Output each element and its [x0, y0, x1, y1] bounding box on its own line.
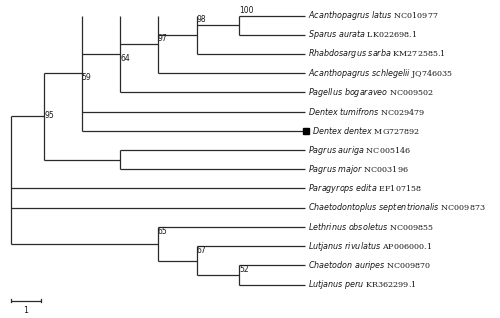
Text: 97: 97 — [158, 34, 168, 43]
Text: $\it{Lethrinus\ obsoletus}$ NC009855: $\it{Lethrinus\ obsoletus}$ NC009855 — [308, 221, 434, 232]
Text: 65: 65 — [158, 226, 168, 236]
Text: 67: 67 — [197, 246, 206, 255]
Text: $\it{Paragyrops\ edita}$ EF107158: $\it{Paragyrops\ edita}$ EF107158 — [308, 182, 422, 195]
Text: 98: 98 — [197, 15, 206, 24]
Text: 64: 64 — [120, 54, 130, 63]
Text: $\it{Chaetodontoplus\ septentrionalis}$ NC009873: $\it{Chaetodontoplus\ septentrionalis}$ … — [308, 201, 486, 214]
Text: 100: 100 — [239, 6, 254, 15]
Text: $\it{Pagrus\ auriga}$ NC005146: $\it{Pagrus\ auriga}$ NC005146 — [308, 143, 412, 156]
Text: $\it{Acanthopagrus\ schlegelii}$ JQ746035: $\it{Acanthopagrus\ schlegelii}$ JQ74603… — [308, 67, 454, 80]
Text: $\it{Chaetodon\ auripes}$ NC009870: $\it{Chaetodon\ auripes}$ NC009870 — [308, 259, 432, 272]
Text: 59: 59 — [82, 73, 92, 82]
Text: $\it{Pagellus\ bogaraveo}$ NC009502: $\it{Pagellus\ bogaraveo}$ NC009502 — [308, 86, 434, 99]
Text: 52: 52 — [239, 265, 248, 274]
Text: $\it{Dentex\ dentex}$ MG727892: $\it{Dentex\ dentex}$ MG727892 — [312, 125, 420, 136]
Text: $\it{Pagrus\ major}$ NC003196: $\it{Pagrus\ major}$ NC003196 — [308, 163, 409, 176]
Text: $\it{Lutjanus\ peru}$ KR362299.1: $\it{Lutjanus\ peru}$ KR362299.1 — [308, 278, 417, 291]
Text: $\it{Dentex\ tumifrons}$ NC029479: $\it{Dentex\ tumifrons}$ NC029479 — [308, 106, 426, 117]
Text: 95: 95 — [44, 111, 54, 120]
Text: $\it{Rhabdosargus\ sarba}$ KM272585.1: $\it{Rhabdosargus\ sarba}$ KM272585.1 — [308, 47, 446, 60]
Text: 1: 1 — [24, 306, 28, 315]
Text: $\it{Acanthopagrus\ latus}$ NC010977: $\it{Acanthopagrus\ latus}$ NC010977 — [308, 9, 439, 22]
Text: $\it{Lutjanus\ rivulatus}$ AP006000.1: $\it{Lutjanus\ rivulatus}$ AP006000.1 — [308, 240, 432, 252]
Text: $\it{Sparus\ aurata}$ LK022698.1: $\it{Sparus\ aurata}$ LK022698.1 — [308, 28, 418, 41]
